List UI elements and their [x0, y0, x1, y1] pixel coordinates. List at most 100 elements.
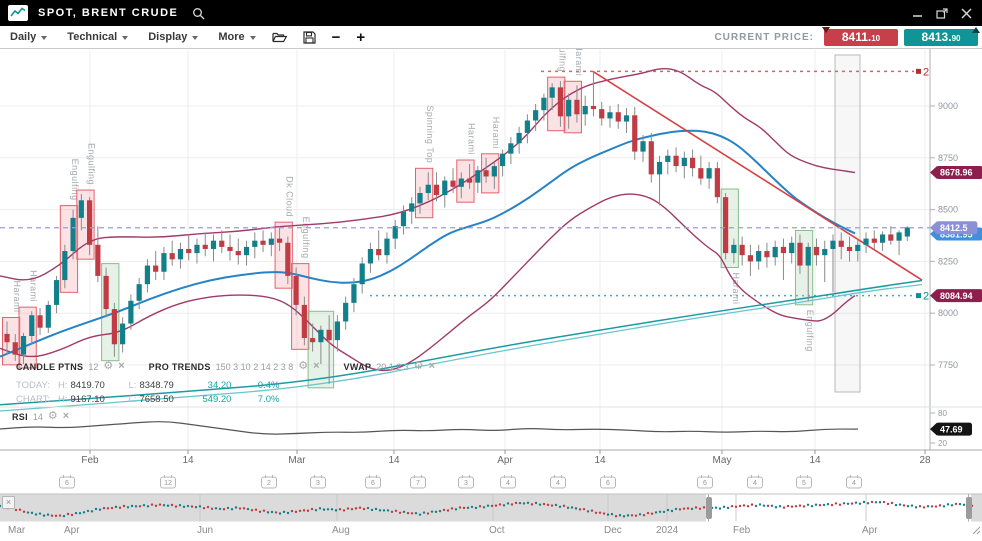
app-logo-icon	[8, 5, 28, 21]
svg-text:Harami: Harami	[491, 117, 501, 149]
svg-text:28: 28	[919, 455, 931, 466]
today-stats-row: TODAY: H: 8419.70 L: 8348.79 34.20 0.4%	[16, 380, 280, 391]
arrow-up-icon	[972, 26, 980, 33]
title-bar: SPOT, BRENT CRUDE	[0, 0, 982, 26]
svg-text:5: 5	[802, 480, 806, 487]
svg-text:6: 6	[703, 480, 707, 487]
menu-display[interactable]: Display	[148, 31, 199, 43]
svg-text:Apr: Apr	[497, 455, 513, 466]
navigator: Mar Apr Jun Aug Oct Dec 2024 Feb Apr	[0, 493, 982, 536]
svg-text:Engulfing: Engulfing	[301, 217, 311, 259]
svg-text:6: 6	[371, 480, 375, 487]
svg-text:Feb: Feb	[81, 455, 99, 466]
chevron-down-icon	[41, 35, 48, 40]
svg-text:4: 4	[753, 480, 757, 487]
popout-icon[interactable]	[936, 7, 948, 19]
svg-text:2: 2	[923, 291, 929, 303]
svg-text:7: 7	[416, 480, 420, 487]
search-icon[interactable]	[192, 7, 205, 20]
remove-indicator-icon[interactable]: ×	[62, 410, 70, 422]
svg-text:Engulfing: Engulfing	[70, 159, 80, 201]
svg-text:8381.95: 8381.95	[940, 229, 973, 239]
svg-text:47.69: 47.69	[940, 424, 963, 434]
svg-text:Dec: Dec	[604, 525, 622, 536]
current-price-label: CURRENT PRICE:	[714, 31, 814, 43]
level-lines: 22	[370, 66, 929, 303]
price-stats: TODAY: H: 8419.70 L: 8348.79 34.20 0.4% CHA…	[16, 379, 293, 407]
svg-text:May: May	[713, 455, 732, 466]
zoom-out-button[interactable]: −	[331, 28, 341, 46]
svg-text:2: 2	[923, 66, 929, 78]
svg-text:Apr: Apr	[862, 525, 878, 536]
open-folder-icon[interactable]	[272, 31, 287, 43]
bid-price-badge: 8411. 10	[822, 26, 898, 46]
navigator-close-button[interactable]: ×	[2, 496, 15, 509]
ask-price-badge: 8413. 90	[904, 26, 980, 46]
svg-text:8412.5: 8412.5	[940, 223, 968, 233]
chevron-down-icon	[192, 35, 199, 40]
indicator-legend-row: CANDLE PTNS 12 ⚙ × PRO TRENDS 150 3 10 2…	[16, 361, 435, 372]
menu-more[interactable]: More	[218, 31, 256, 43]
symbol-title: SPOT, BRENT CRUDE	[38, 7, 179, 19]
close-icon[interactable]	[961, 8, 972, 19]
svg-text:Engulfing: Engulfing	[805, 310, 815, 352]
svg-text:8750: 8750	[938, 153, 958, 163]
svg-text:Dk Cloud: Dk Cloud	[285, 176, 295, 217]
svg-text:9000: 9000	[938, 101, 958, 111]
highlight-band	[834, 54, 861, 393]
indicator-vwap: VWAP 20 1 2 3 ⚙ ×	[343, 360, 436, 372]
remove-indicator-icon[interactable]: ×	[313, 360, 320, 372]
svg-text:14: 14	[182, 455, 194, 466]
svg-text:4: 4	[506, 480, 510, 487]
svg-text:Harami: Harami	[12, 280, 22, 312]
minimize-icon[interactable]	[913, 8, 923, 18]
svg-text:Feb: Feb	[733, 525, 751, 536]
svg-text:8500: 8500	[938, 205, 958, 215]
svg-text:4: 4	[556, 480, 560, 487]
svg-text:Mar: Mar	[8, 525, 26, 536]
svg-text:Oct: Oct	[489, 525, 505, 536]
svg-text:20: 20	[938, 439, 947, 448]
remove-indicator-icon[interactable]: ×	[118, 360, 125, 372]
svg-text:14: 14	[594, 455, 606, 466]
resize-grip-icon[interactable]	[971, 522, 981, 540]
svg-text:6: 6	[606, 480, 610, 487]
svg-text:8084.94: 8084.94	[940, 291, 973, 301]
gear-icon[interactable]: ⚙	[103, 360, 114, 372]
svg-text:14: 14	[809, 455, 821, 466]
svg-text:Engulfing: Engulfing	[557, 49, 567, 72]
svg-text:Harami: Harami	[29, 270, 39, 302]
svg-text:8000: 8000	[938, 308, 958, 318]
arrow-down-icon	[822, 26, 830, 33]
indicator-candle-patterns: CANDLE PTNS 12 ⚙ ×	[16, 360, 125, 372]
svg-text:3: 3	[316, 480, 320, 487]
menu-interval[interactable]: Daily	[10, 31, 48, 43]
svg-text:Engulfing: Engulfing	[86, 143, 96, 185]
svg-text:14: 14	[388, 455, 400, 466]
rsi-panel: 80 20	[0, 409, 947, 448]
menu-technical[interactable]: Technical	[67, 31, 129, 43]
navigator-handle[interactable]	[966, 497, 972, 519]
svg-text:4: 4	[852, 480, 856, 487]
svg-text:2024: 2024	[656, 525, 679, 536]
gear-icon[interactable]: ⚙	[298, 360, 309, 372]
svg-text:3: 3	[464, 480, 468, 487]
navigator-handle[interactable]	[706, 497, 712, 519]
gear-icon[interactable]: ⚙	[413, 360, 424, 372]
save-icon[interactable]	[303, 30, 316, 44]
svg-text:8250: 8250	[938, 256, 958, 266]
event-markers: 6 12 2 3 6 7 3 4 4 6 6 4 5 4	[59, 475, 862, 489]
chevron-down-icon	[249, 35, 256, 40]
svg-text:6: 6	[65, 480, 69, 487]
remove-indicator-icon[interactable]: ×	[428, 360, 436, 372]
svg-text:8678.96: 8678.96	[940, 168, 973, 178]
chart-toolbar: Daily Technical Display More − + CURRENT…	[0, 26, 982, 49]
gear-icon[interactable]: ⚙	[47, 410, 58, 422]
chevron-down-icon	[122, 35, 129, 40]
zoom-in-button[interactable]: +	[356, 28, 366, 46]
svg-text:80: 80	[938, 409, 947, 418]
svg-text:7750: 7750	[938, 360, 958, 370]
svg-text:Aug: Aug	[332, 525, 350, 536]
